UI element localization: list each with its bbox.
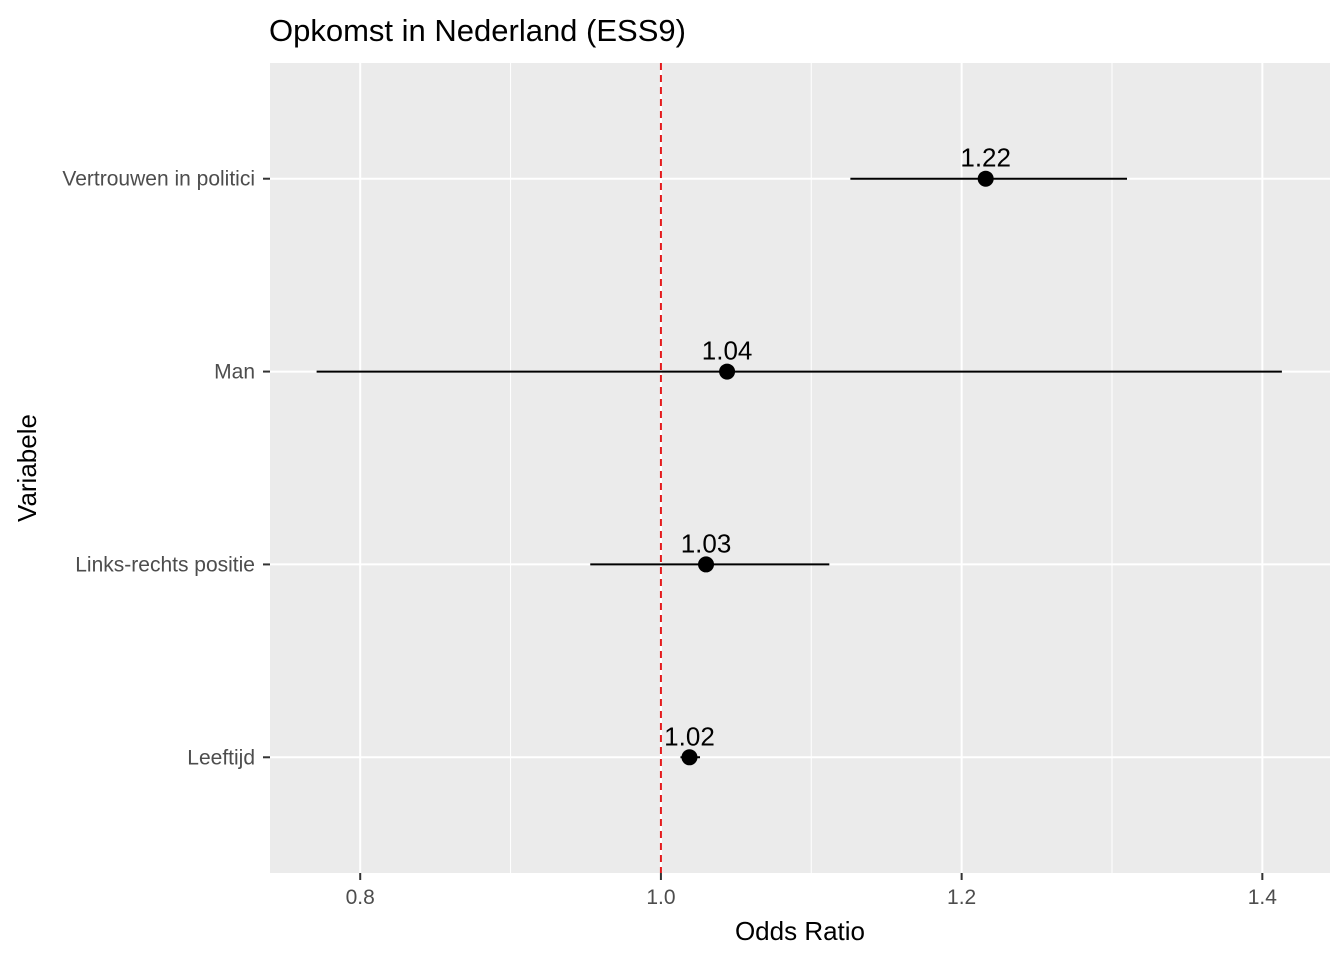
x-axis: 0.8 1.0 1.2 1.4	[346, 873, 1278, 909]
x-tick-label: 1.4	[1248, 886, 1278, 909]
plot-panel	[270, 63, 1330, 873]
estimate-point	[719, 363, 736, 380]
x-tick-label: 0.8	[346, 886, 375, 909]
estimate-point	[698, 556, 715, 573]
y-axis-title: Variabele	[12, 414, 42, 522]
data-label: 1.02	[664, 721, 715, 751]
x-tick-label: 1.2	[947, 886, 976, 909]
y-tick-label: Vertrouwen in politici	[62, 168, 255, 191]
estimate-point	[977, 170, 994, 187]
data-label: 1.03	[681, 528, 732, 558]
x-axis-title: Odds Ratio	[735, 916, 865, 946]
estimate-point	[681, 749, 698, 766]
data-label: 1.22	[960, 143, 1011, 173]
y-tick-label: Man	[214, 361, 255, 384]
y-tick-label: Leeftijd	[187, 746, 255, 769]
data-marks: 1.22 1.04 1.03 1.02	[316, 143, 1282, 766]
y-axis: Vertrouwen in politici Man Links-rechts po…	[62, 168, 270, 769]
y-tick-label: Links-rechts positie	[75, 553, 255, 576]
data-label: 1.04	[702, 336, 753, 366]
chart-title: Opkomst in Nederland (ESS9)	[269, 13, 686, 48]
x-tick-label: 1.0	[646, 886, 675, 909]
